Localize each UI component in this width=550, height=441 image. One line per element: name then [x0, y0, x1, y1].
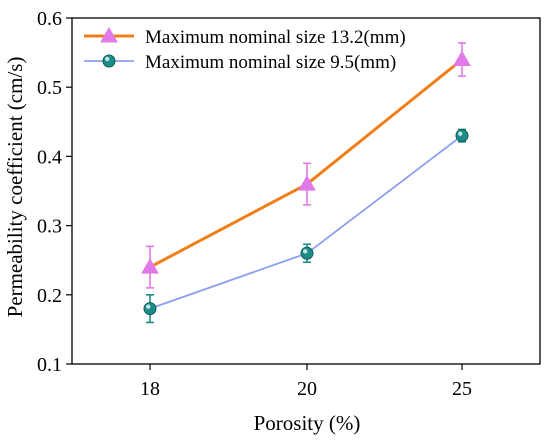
x-tick-label: 25: [452, 378, 472, 400]
legend-marker-highlight: [105, 56, 110, 62]
x-tick-label: 20: [297, 378, 317, 400]
axes: 0.1 0.2 0.3 0.4 0.5 0.6 18 20 25: [37, 8, 541, 400]
x-tick-label: 18: [140, 378, 160, 400]
data-point-marker: [143, 302, 157, 316]
series-2: [143, 128, 469, 324]
plot-frame: [71, 17, 541, 365]
series-line: [149, 134, 463, 310]
data-point-marker: [298, 175, 316, 191]
data-point-marker: [141, 258, 159, 274]
legend-marker: [102, 54, 116, 68]
legend-marker: [100, 26, 118, 43]
y-tick-label: 0.3: [37, 216, 62, 238]
series-1: [141, 42, 471, 289]
legend: Maximum nominal size 13.2(mm) Maximum nom…: [84, 26, 406, 73]
data-point-marker-highlight: [303, 249, 308, 254]
y-tick-label: 0.6: [37, 8, 62, 30]
legend-label: Maximum nominal size 9.5(mm): [145, 52, 396, 73]
data-point-marker: [453, 50, 471, 67]
series-layer: [141, 42, 471, 324]
data-point-marker-highlight: [458, 131, 463, 136]
y-tick-label: 0.4: [37, 146, 62, 168]
legend-label: Maximum nominal size 13.2(mm): [145, 27, 406, 48]
y-tick-label: 0.2: [37, 285, 62, 307]
data-point-marker: [455, 129, 469, 143]
y-tick-label: 0.1: [37, 354, 62, 376]
x-axis-label: Porosity (%): [254, 411, 361, 435]
y-axis-label: Permeability coefficient (cm/s): [3, 57, 27, 318]
data-point-marker-highlight: [146, 304, 151, 309]
y-tick-label: 0.5: [37, 77, 62, 99]
data-point-marker: [300, 246, 314, 260]
